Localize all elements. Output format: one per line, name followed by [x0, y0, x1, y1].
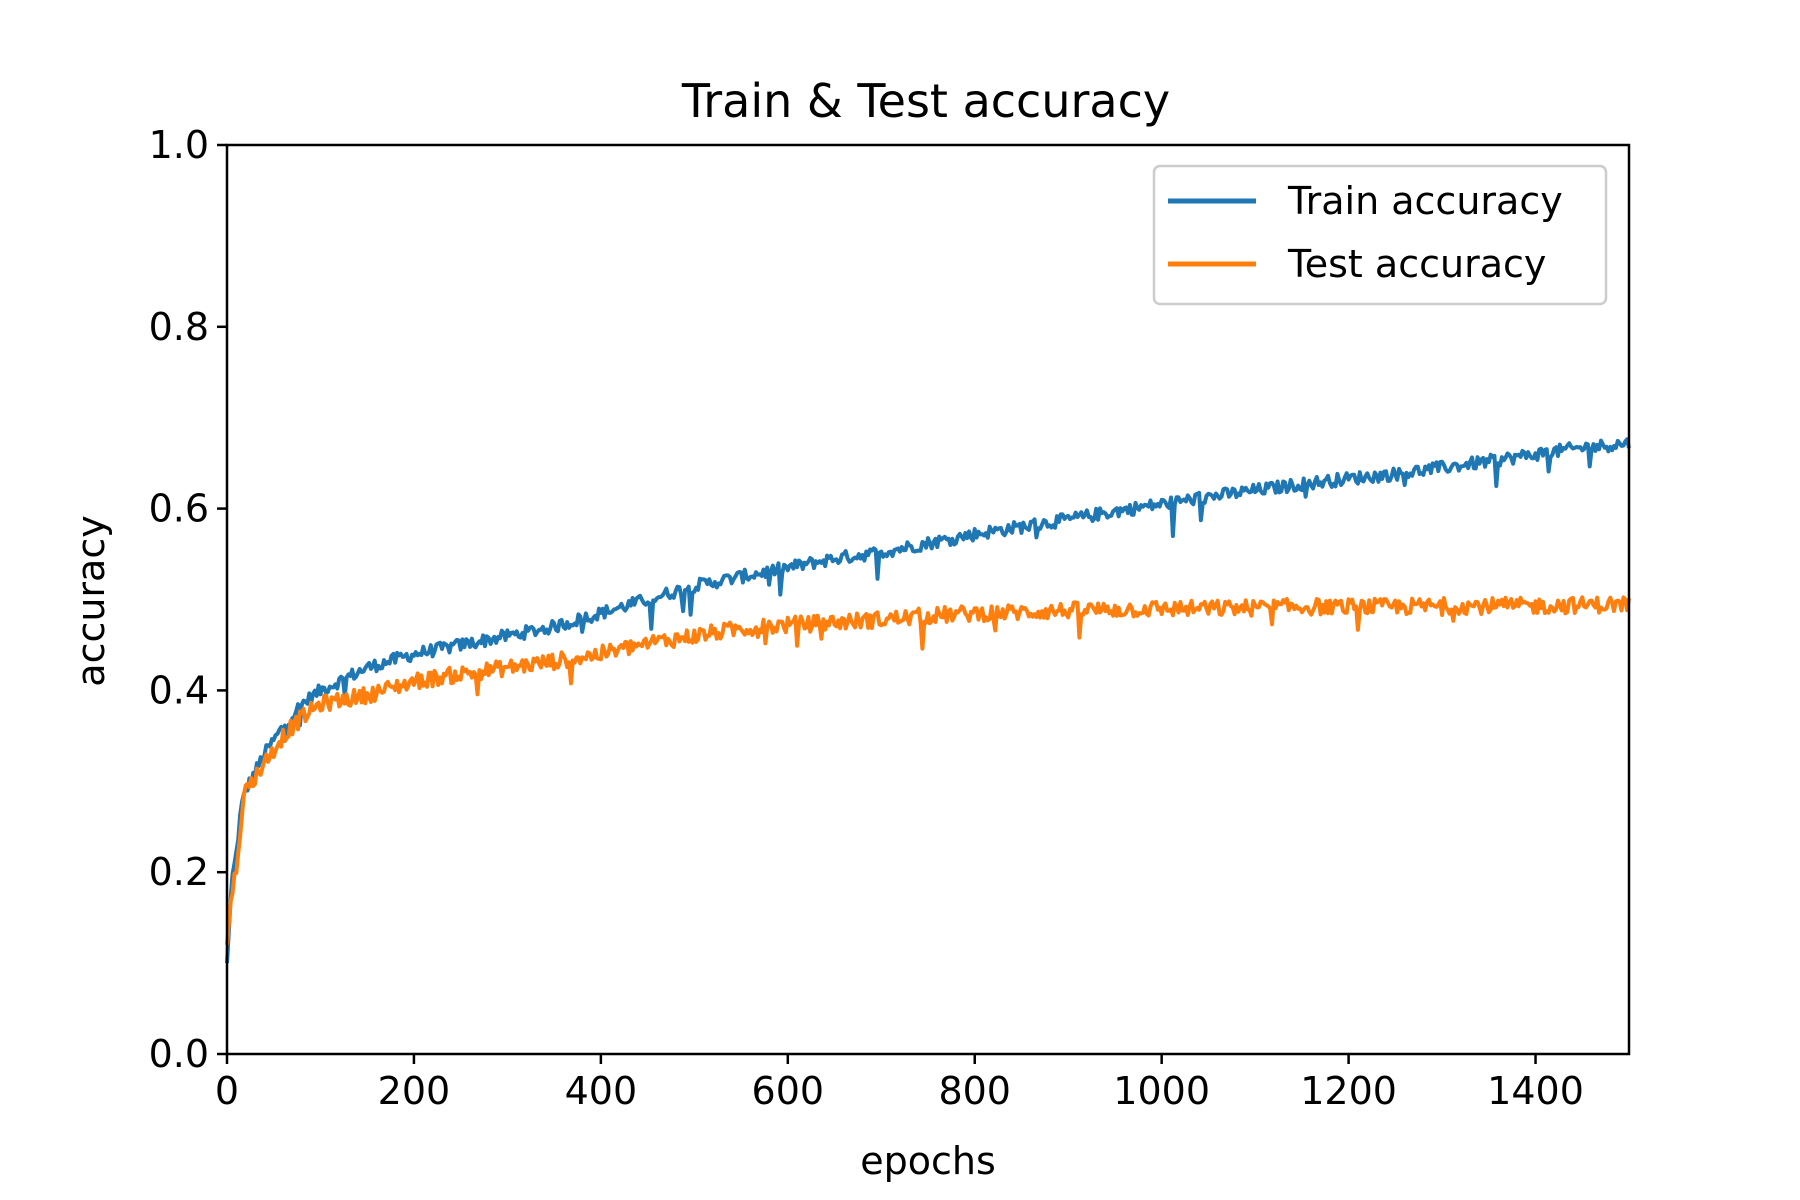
x-tick-label: 200 — [378, 1069, 451, 1113]
x-tick-label: 600 — [752, 1069, 825, 1113]
y-tick-label: 0.8 — [149, 305, 209, 349]
y-tick-label: 1.0 — [149, 123, 209, 167]
series-layer — [225, 437, 1631, 964]
y-tick-label: 0.6 — [149, 487, 209, 531]
x-tick-label: 1400 — [1487, 1069, 1584, 1113]
legend: Train accuracy Test accuracy — [1152, 164, 1608, 306]
x-tick-label: 800 — [938, 1069, 1011, 1113]
legend-label-test: Test accuracy — [1287, 242, 1546, 286]
y-axis-label: accuracy — [69, 515, 113, 686]
x-axis-label: epochs — [860, 1139, 996, 1183]
y-tick-label: 0.0 — [149, 1032, 209, 1076]
legend-box — [1152, 164, 1608, 306]
legend-label-train: Train accuracy — [1287, 179, 1563, 223]
y-tick-label: 0.4 — [149, 668, 209, 712]
chart-title: Train & Test accuracy — [681, 74, 1170, 128]
y-tick-label: 0.2 — [149, 850, 209, 894]
plot-frame — [225, 143, 1631, 1056]
x-tick-label: 1200 — [1300, 1069, 1397, 1113]
train-accuracy-line — [225, 437, 1631, 964]
x-tick-label: 1000 — [1113, 1069, 1210, 1113]
ticks-layer: 0 200 400 600 800 1000 1200 1400 0.0 0.2 0.4 0.6 0.8… — [149, 123, 1584, 1113]
x-tick-label: 0 — [215, 1069, 239, 1113]
x-tick-label: 400 — [565, 1069, 638, 1113]
test-accuracy-line — [225, 595, 1631, 946]
